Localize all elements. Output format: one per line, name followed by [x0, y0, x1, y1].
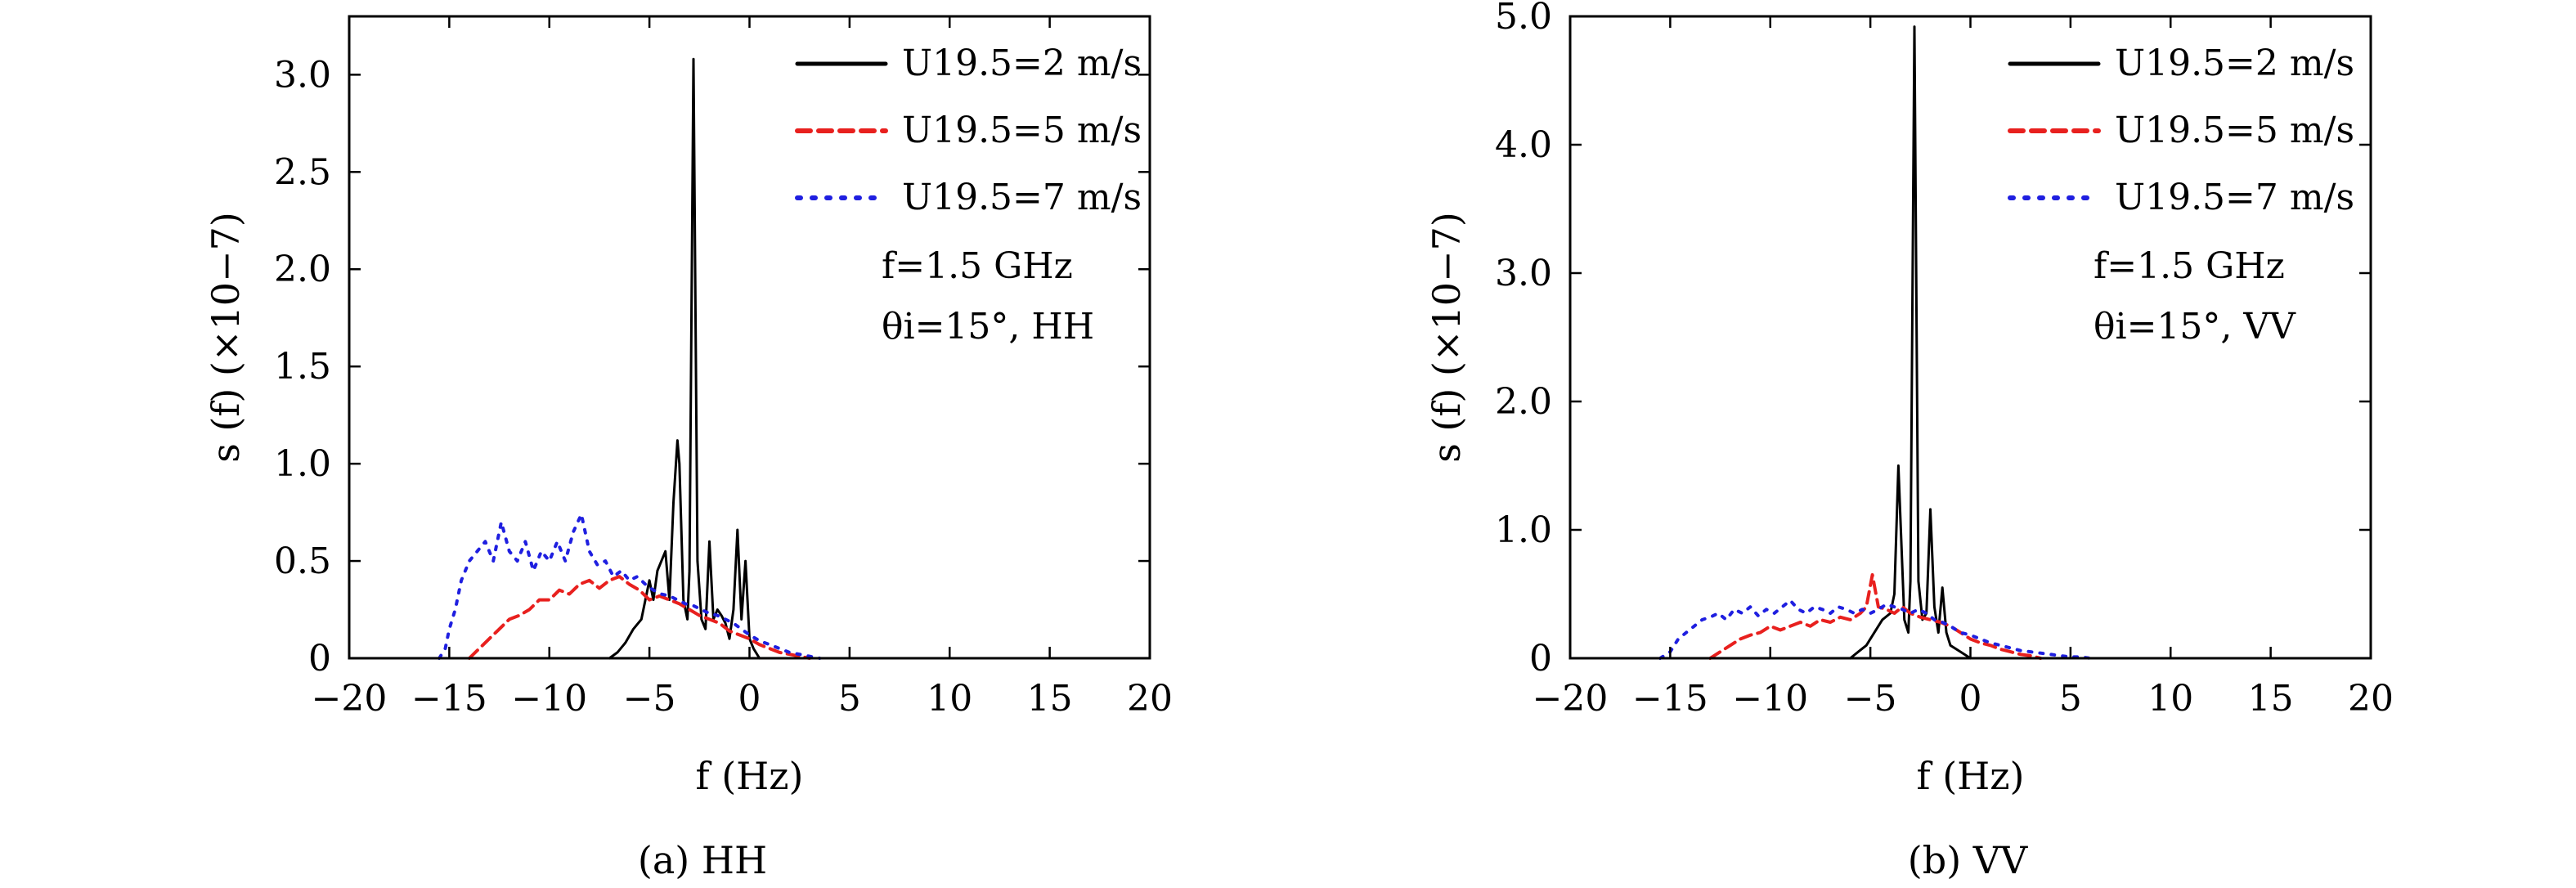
chart-hh-x-tick-label: −10 — [511, 678, 587, 720]
chart-hh-caption: (a) HH — [638, 838, 767, 882]
chart-vv-marks: −20 −15 −10 −5 0 5 10 15 20 0 1.0 2.0 3.0 4.0 5.0 f (Hz… — [1425, 0, 2394, 798]
chart-vv-legend-label-3: U19.5=7 m/s — [2115, 177, 2354, 218]
chart-panel-hh: −20 −15 −10 −5 0 5 10 15 20 0 0.5 1.0 1.5 2.0 2.5 3.0 f … — [204, 15, 1173, 882]
chart-vv-x-tick-label: 5 — [2059, 678, 2082, 720]
chart-vv-y-tick-label: 5.0 — [1495, 0, 1552, 38]
chart-vv-x-tick-label: 0 — [1959, 678, 1982, 720]
chart-hh-series-3-line — [438, 513, 822, 660]
chart-vv-y-tick-label: 2.0 — [1495, 381, 1552, 423]
chart-hh-y-tick-label: 3.0 — [274, 54, 331, 96]
chart-hh-y-tick-label: 0 — [308, 638, 331, 679]
chart-hh-x-tick-label: −5 — [623, 678, 676, 720]
chart-hh-y-tick-label: 1.5 — [274, 346, 331, 388]
chart-hh-marks: −20 −15 −10 −5 0 5 10 15 20 0 0.5 1.0 1.5 2.0 2.5 3.0 f … — [204, 15, 1173, 798]
chart-vv-legend-label-1: U19.5=2 m/s — [2115, 43, 2354, 84]
chart-vv-y-axis-title: s (f) (×10−7) — [1425, 212, 1469, 463]
chart-vv-x-tick-label: −5 — [1844, 678, 1897, 720]
chart-vv-y-tick-label: 0 — [1529, 638, 1552, 679]
chart-hh-y-tick-label: 2.0 — [274, 249, 331, 290]
chart-vv-legend-label-2: U19.5=5 m/s — [2115, 110, 2354, 151]
chart-vv-series-1-line — [1849, 25, 1972, 660]
chart-vv-annotation-1: f=1.5 GHz — [2094, 245, 2285, 287]
chart-hh-legend-label-2: U19.5=5 m/s — [902, 110, 1142, 151]
chart-hh-y-tick-label: 0.5 — [274, 540, 331, 582]
chart-hh-series-2-line — [467, 575, 811, 660]
chart-vv-y-tick-label: 4.0 — [1495, 124, 1552, 166]
chart-vv-y-tick-label: 1.0 — [1495, 509, 1552, 551]
chart-hh-x-tick-label: 5 — [838, 678, 861, 720]
chart-panel-vv: −20 −15 −10 −5 0 5 10 15 20 0 1.0 2.0 3.0 4.0 5.0 f (Hz… — [1288, 0, 2576, 888]
chart-hh-x-tick-label: 15 — [1027, 678, 1073, 720]
chart-hh-annotation-1: f=1.5 GHz — [882, 245, 1073, 287]
chart-hh-svg: −20 −15 −10 −5 0 5 10 15 20 0 0.5 1.0 1.5 2.0 2.5 3.0 f … — [204, 15, 1173, 882]
chart-hh-y-tick-label: 2.5 — [274, 151, 331, 193]
chart-hh-y-tick-label: 1.0 — [274, 443, 331, 485]
chart-hh-x-tick-label: −15 — [411, 678, 487, 720]
chart-vv-x-axis-title: f (Hz) — [1917, 754, 2025, 798]
chart-vv-y-tick-label: 3.0 — [1495, 253, 1552, 294]
chart-vv-x-tick-label: 20 — [2348, 678, 2394, 720]
chart-hh-legend-label-3: U19.5=7 m/s — [902, 177, 1142, 218]
chart-hh-series-1-line — [608, 57, 761, 660]
chart-vv-x-tick-label: 10 — [2147, 678, 2193, 720]
chart-vv-x-tick-label: −10 — [1732, 678, 1808, 720]
chart-vv-annotation-2: θi=15°, VV — [2094, 306, 2296, 348]
chart-hh-y-axis-title: s (f) (×10−7) — [204, 212, 248, 463]
chart-hh-x-tick-label: 10 — [927, 678, 972, 720]
chart-hh-legend-label-1: U19.5=2 m/s — [902, 43, 1142, 84]
chart-vv-series-2-line — [1708, 573, 2043, 660]
chart-vv-x-tick-label: 15 — [2248, 678, 2294, 720]
chart-vv-svg: −20 −15 −10 −5 0 5 10 15 20 0 1.0 2.0 3.0 4.0 5.0 f (Hz… — [1425, 0, 2394, 882]
chart-hh-annotation-2: θi=15°, HH — [882, 306, 1094, 348]
chart-hh-x-tick-label: −20 — [312, 678, 388, 720]
chart-hh-x-tick-label: 0 — [738, 678, 761, 720]
chart-vv-x-tick-label: −20 — [1533, 678, 1609, 720]
chart-hh-x-axis-title: f (Hz) — [696, 754, 804, 798]
chart-vv-series-3-line — [1658, 599, 2093, 660]
chart-hh-x-tick-label: 20 — [1127, 678, 1173, 720]
chart-vv-caption: (b) VV — [1908, 838, 2028, 882]
chart-vv-x-tick-label: −15 — [1632, 678, 1708, 720]
